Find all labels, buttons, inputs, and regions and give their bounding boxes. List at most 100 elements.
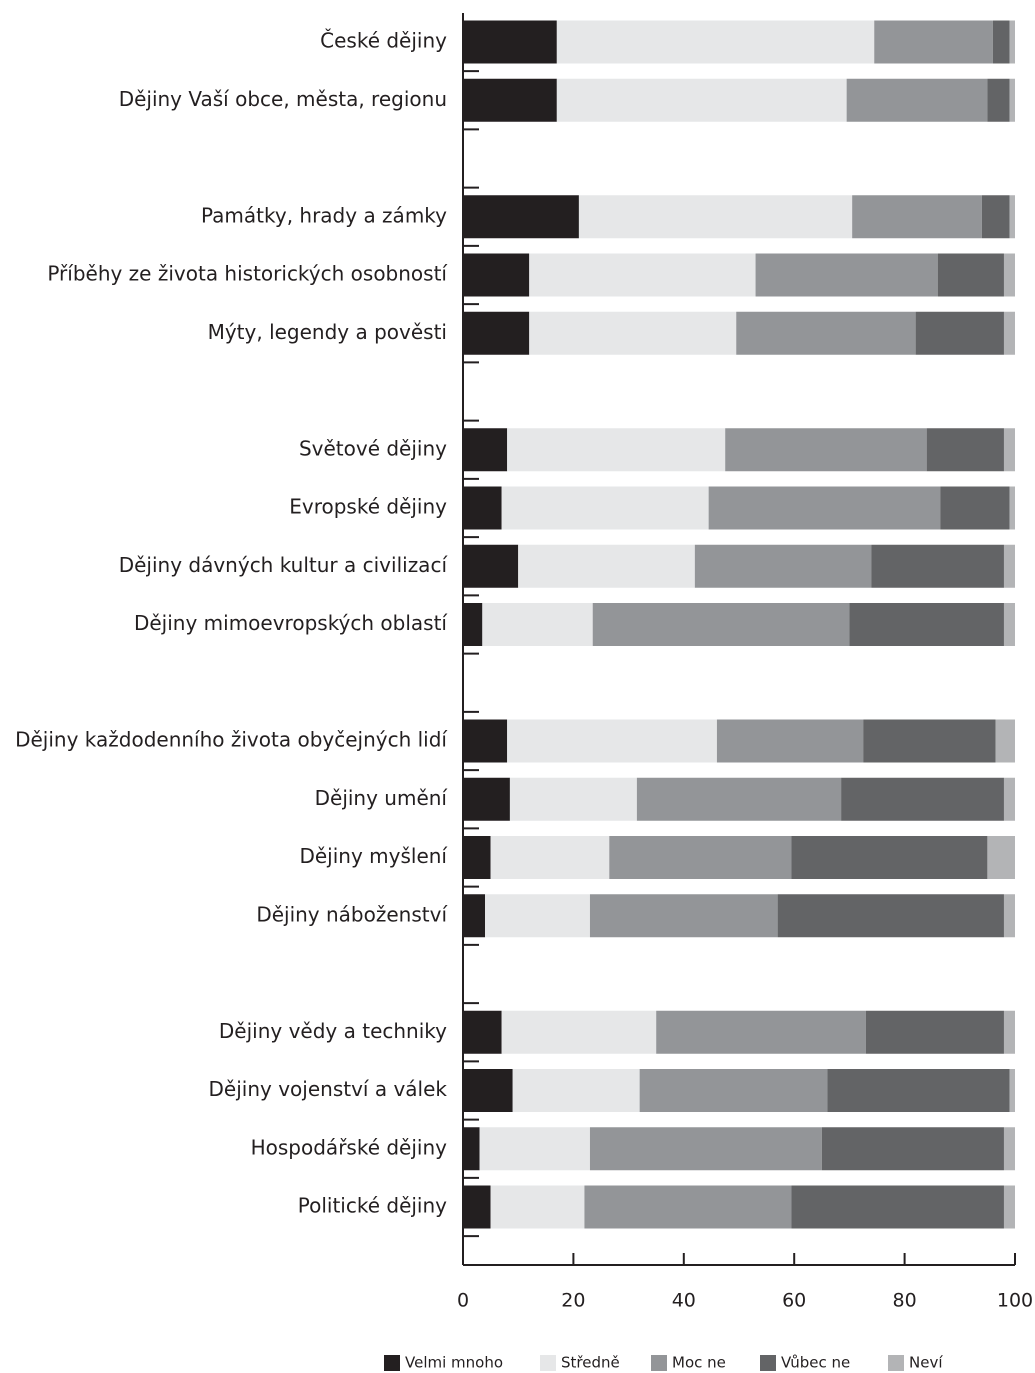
- bar-segment: [736, 311, 916, 355]
- category-label: Hospodářské dějiny: [251, 1135, 448, 1159]
- bar-segment: [463, 1010, 502, 1054]
- bar-segment: [501, 1010, 657, 1054]
- bar-segment: [1009, 20, 1015, 64]
- category-label: Příběhy ze života historických osobností: [47, 262, 448, 286]
- legend-label: Velmi mnoho: [405, 1354, 503, 1372]
- bar-segment: [463, 1185, 491, 1229]
- bar-segment: [589, 1127, 822, 1171]
- bar-segment: [463, 603, 483, 646]
- bar-segment: [490, 836, 610, 879]
- bar-segment: [1009, 78, 1015, 122]
- bar-segment: [463, 894, 486, 938]
- bar-segment: [1003, 311, 1015, 355]
- category-label: Dějiny náboženství: [256, 902, 448, 926]
- bar-segment: [694, 544, 872, 588]
- category-label: Dějiny Vaší obce, města, regionu: [119, 87, 447, 111]
- bar-segment: [1003, 544, 1015, 588]
- bar-segment: [777, 894, 1004, 938]
- bar-segment: [463, 544, 519, 588]
- bar-segment: [485, 894, 590, 938]
- bar-segment: [821, 1127, 1004, 1171]
- legend-swatch: [384, 1355, 400, 1371]
- bar-segment: [874, 20, 993, 64]
- bar-segment: [1009, 486, 1015, 530]
- bar-segment: [708, 486, 941, 530]
- bar-segment: [609, 836, 792, 879]
- bar-segment: [589, 894, 778, 938]
- x-tick-label: 80: [893, 1290, 917, 1312]
- category-label: Dějiny mimoevropských oblastí: [134, 611, 448, 635]
- bar-segment: [656, 1010, 866, 1054]
- bar-segment: [863, 719, 996, 763]
- bar-segment: [490, 1185, 585, 1229]
- legend-label: Neví: [909, 1354, 943, 1372]
- bar-segment: [846, 78, 988, 122]
- category-label: Dějiny umění: [315, 786, 449, 810]
- bar-segment: [987, 836, 1015, 879]
- bar-segment: [1003, 1010, 1015, 1054]
- legend-swatch: [760, 1355, 776, 1371]
- bar-segment: [592, 603, 850, 646]
- bar-segment: [940, 486, 1010, 530]
- x-tick-label: 40: [672, 1290, 696, 1312]
- bar-segment: [507, 719, 717, 763]
- bar-segment: [463, 486, 502, 530]
- bar-segment: [578, 195, 853, 239]
- category-label: Dějiny myšlení: [299, 844, 448, 868]
- bar-segment: [639, 1069, 828, 1112]
- category-label: České dějiny: [320, 29, 447, 53]
- legend-label: Vůbec ne: [781, 1354, 850, 1372]
- bar-segment: [501, 486, 709, 530]
- bar-segment: [915, 311, 1004, 355]
- bar-segment: [463, 195, 579, 239]
- bar-segment: [791, 1185, 1004, 1229]
- bar-segment: [463, 428, 508, 472]
- category-label: Památky, hrady a zámky: [201, 203, 447, 227]
- bar-segment: [849, 603, 1004, 646]
- bar-segment: [463, 1069, 513, 1112]
- bar-segment: [1003, 428, 1015, 472]
- bar-segment: [463, 311, 530, 355]
- bar-segment: [463, 719, 508, 763]
- x-tick-label: 20: [561, 1290, 585, 1312]
- bar-segment: [507, 428, 726, 472]
- legend-swatch: [540, 1355, 556, 1371]
- bar-segment: [992, 20, 1010, 64]
- bar-segment: [556, 20, 875, 64]
- bar-segment: [1009, 195, 1015, 239]
- category-label: Dějiny každodenního života obyčejných li…: [15, 728, 448, 752]
- bar-segment: [556, 78, 847, 122]
- bar-segment: [529, 253, 756, 297]
- bar-segment: [995, 719, 1015, 763]
- bar-segment: [841, 777, 1004, 821]
- bar-segment: [1003, 777, 1015, 821]
- bar-segment: [987, 78, 1010, 122]
- bar-segment: [482, 603, 593, 646]
- x-tick-label: 60: [782, 1290, 806, 1312]
- bar-segment: [981, 195, 1010, 239]
- category-label: Politické dějiny: [298, 1194, 447, 1218]
- bar-segment: [463, 20, 557, 64]
- category-label: Světové dějiny: [299, 436, 447, 460]
- bar-segment: [716, 719, 864, 763]
- bar-segment: [636, 777, 842, 821]
- bar-segment: [1003, 1127, 1015, 1171]
- bar-segment: [518, 544, 695, 588]
- category-label: Dějiny dávných kultur a civilizací: [119, 553, 449, 577]
- bar-segment: [463, 777, 510, 821]
- category-label: Mýty, legendy a pověsti: [208, 320, 447, 344]
- x-tick-label: 100: [997, 1290, 1033, 1312]
- bar-segment: [1003, 603, 1015, 646]
- bar-segment: [791, 836, 988, 879]
- bar-segment: [926, 428, 1004, 472]
- bar-segment: [1003, 253, 1015, 297]
- bar-segment: [827, 1069, 1010, 1112]
- legend-label: Středně: [561, 1354, 620, 1372]
- bar-segment: [755, 253, 938, 297]
- legend-swatch: [888, 1355, 904, 1371]
- bar-segment: [463, 836, 491, 879]
- bar-segment: [1009, 1069, 1015, 1112]
- bar-segment: [865, 1010, 1004, 1054]
- bar-segment: [725, 428, 927, 472]
